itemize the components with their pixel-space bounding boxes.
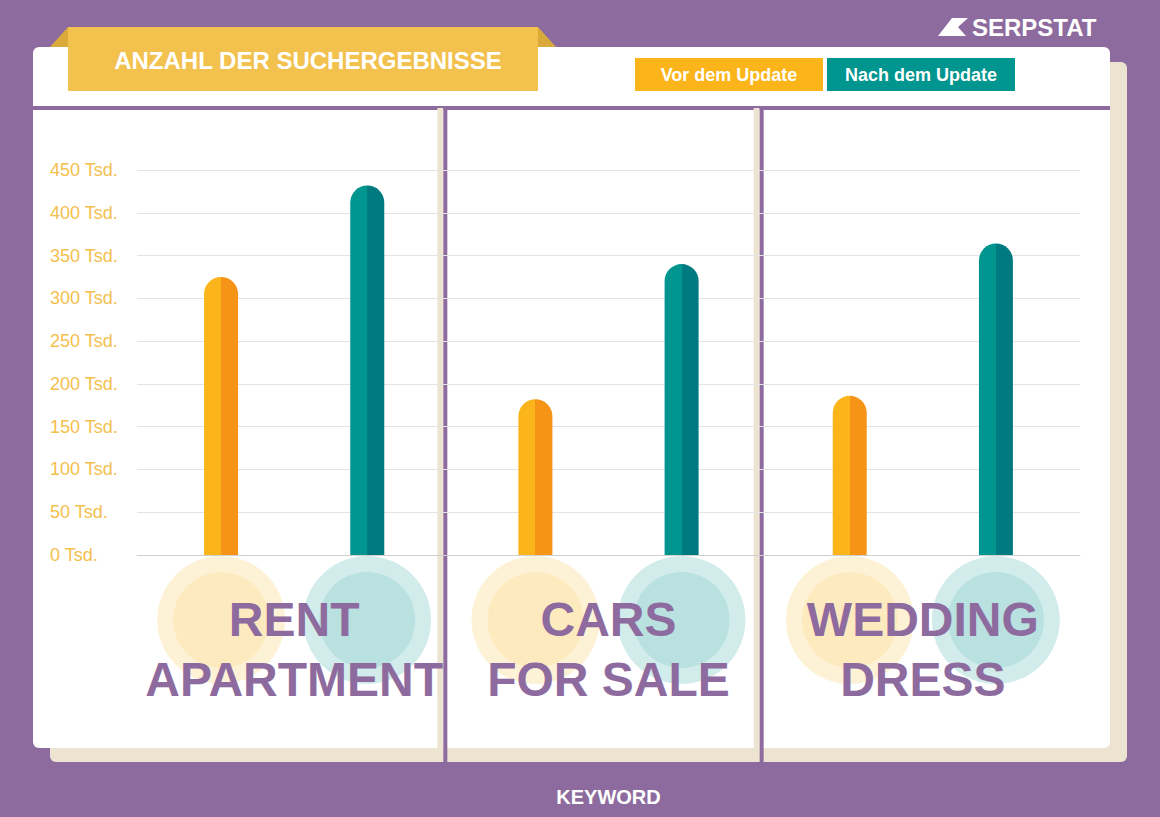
svg-text:0 Tsd.: 0 Tsd. xyxy=(50,545,98,565)
svg-text:400 Tsd.: 400 Tsd. xyxy=(50,203,118,223)
svg-text:FOR SALE: FOR SALE xyxy=(487,653,730,706)
svg-text:KEYWORD: KEYWORD xyxy=(556,786,660,808)
svg-text:300 Tsd.: 300 Tsd. xyxy=(50,288,118,308)
svg-text:RENT: RENT xyxy=(229,593,360,646)
svg-text:Nach dem Update: Nach dem Update xyxy=(845,65,997,85)
svg-text:200 Tsd.: 200 Tsd. xyxy=(50,374,118,394)
svg-text:DRESS: DRESS xyxy=(840,653,1005,706)
svg-text:APARTMENT: APARTMENT xyxy=(145,653,443,706)
svg-text:100 Tsd.: 100 Tsd. xyxy=(50,459,118,479)
svg-text:WEDDING: WEDDING xyxy=(807,593,1039,646)
svg-text:50 Tsd.: 50 Tsd. xyxy=(50,502,108,522)
svg-text:450 Tsd.: 450 Tsd. xyxy=(50,160,118,180)
svg-text:150 Tsd.: 150 Tsd. xyxy=(50,417,118,437)
svg-text:ANZAHL DER SUCHERGEBNISSE: ANZAHL DER SUCHERGEBNISSE xyxy=(114,47,502,74)
svg-text:350 Tsd.: 350 Tsd. xyxy=(50,246,118,266)
svg-text:Vor dem Update: Vor dem Update xyxy=(661,65,798,85)
svg-text:SERPSTAT: SERPSTAT xyxy=(972,14,1097,41)
svg-text:CARS: CARS xyxy=(540,593,676,646)
svg-text:250 Tsd.: 250 Tsd. xyxy=(50,331,118,351)
